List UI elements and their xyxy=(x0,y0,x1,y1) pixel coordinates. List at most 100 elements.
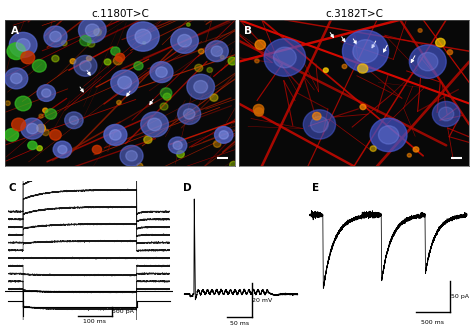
Circle shape xyxy=(255,40,265,50)
Text: C: C xyxy=(8,183,16,193)
Circle shape xyxy=(407,153,411,157)
Circle shape xyxy=(220,55,224,59)
Circle shape xyxy=(144,136,152,144)
Circle shape xyxy=(117,100,121,105)
Circle shape xyxy=(42,89,51,97)
Circle shape xyxy=(168,137,187,154)
Circle shape xyxy=(58,145,67,154)
Circle shape xyxy=(28,141,37,149)
Circle shape xyxy=(418,29,422,32)
Circle shape xyxy=(178,34,191,47)
Circle shape xyxy=(80,61,91,71)
Circle shape xyxy=(432,101,460,126)
Circle shape xyxy=(109,130,121,140)
Circle shape xyxy=(126,150,137,161)
Circle shape xyxy=(312,112,321,120)
Circle shape xyxy=(255,59,259,63)
Circle shape xyxy=(211,46,223,56)
Circle shape xyxy=(42,129,49,136)
Circle shape xyxy=(173,141,182,149)
Circle shape xyxy=(52,55,59,62)
Circle shape xyxy=(104,59,111,65)
Circle shape xyxy=(163,93,171,100)
Circle shape xyxy=(255,108,264,116)
Circle shape xyxy=(69,116,79,124)
Circle shape xyxy=(187,23,190,26)
Circle shape xyxy=(135,29,151,44)
Circle shape xyxy=(447,50,453,55)
Circle shape xyxy=(27,123,38,134)
Circle shape xyxy=(115,53,125,62)
Circle shape xyxy=(438,107,454,121)
Circle shape xyxy=(357,64,368,73)
Text: 100 ms: 100 ms xyxy=(83,318,106,323)
Circle shape xyxy=(111,70,138,95)
Circle shape xyxy=(94,29,101,36)
Circle shape xyxy=(88,41,95,47)
Circle shape xyxy=(5,101,10,106)
Circle shape xyxy=(39,114,43,118)
Text: 500 pA: 500 pA xyxy=(112,309,134,314)
Circle shape xyxy=(199,49,204,54)
Circle shape xyxy=(228,57,237,65)
Circle shape xyxy=(323,68,328,73)
Circle shape xyxy=(207,67,212,73)
Title: c.1180T>C: c.1180T>C xyxy=(91,9,149,19)
Circle shape xyxy=(86,56,92,61)
Text: B: B xyxy=(245,26,253,36)
Circle shape xyxy=(150,62,173,82)
Circle shape xyxy=(10,73,22,83)
Text: D: D xyxy=(183,183,192,193)
Circle shape xyxy=(215,126,233,143)
Title: c.3182T>C: c.3182T>C xyxy=(325,9,383,19)
Circle shape xyxy=(70,59,76,64)
Text: 50 pA: 50 pA xyxy=(451,294,469,299)
Text: A: A xyxy=(10,26,18,36)
Circle shape xyxy=(15,96,31,111)
Circle shape xyxy=(436,38,445,47)
Circle shape xyxy=(5,68,28,89)
Circle shape xyxy=(43,108,48,113)
Circle shape xyxy=(118,76,131,89)
Text: 500 ms: 500 ms xyxy=(421,320,444,325)
Circle shape xyxy=(370,146,376,151)
Text: 50 ms: 50 ms xyxy=(230,321,249,326)
Circle shape xyxy=(194,81,208,93)
Text: E: E xyxy=(312,183,319,193)
Circle shape xyxy=(92,145,101,154)
Circle shape xyxy=(353,40,378,63)
Text: 20 mV: 20 mV xyxy=(252,298,273,303)
Circle shape xyxy=(410,45,446,79)
Circle shape xyxy=(160,88,172,98)
Circle shape xyxy=(36,124,46,132)
Circle shape xyxy=(9,32,37,57)
Circle shape xyxy=(254,104,264,114)
Circle shape xyxy=(160,103,168,110)
Circle shape xyxy=(213,141,221,147)
Circle shape xyxy=(127,22,159,51)
Circle shape xyxy=(44,26,67,47)
Circle shape xyxy=(37,85,55,101)
Circle shape xyxy=(53,141,72,158)
Circle shape xyxy=(120,145,143,166)
Circle shape xyxy=(80,36,91,46)
Circle shape xyxy=(50,31,61,42)
Circle shape xyxy=(21,51,35,64)
Circle shape xyxy=(205,41,228,62)
Circle shape xyxy=(45,109,56,119)
Circle shape xyxy=(32,59,46,72)
Circle shape xyxy=(50,130,61,140)
Circle shape xyxy=(143,42,146,44)
Circle shape xyxy=(210,94,218,101)
Circle shape xyxy=(303,110,336,139)
Circle shape xyxy=(113,56,122,65)
Circle shape xyxy=(370,118,407,152)
Circle shape xyxy=(156,67,167,77)
Circle shape xyxy=(342,64,347,69)
Circle shape xyxy=(74,55,97,76)
Circle shape xyxy=(171,28,199,53)
Circle shape xyxy=(12,118,26,131)
Circle shape xyxy=(16,39,30,51)
Circle shape xyxy=(62,41,67,46)
Circle shape xyxy=(85,24,99,37)
